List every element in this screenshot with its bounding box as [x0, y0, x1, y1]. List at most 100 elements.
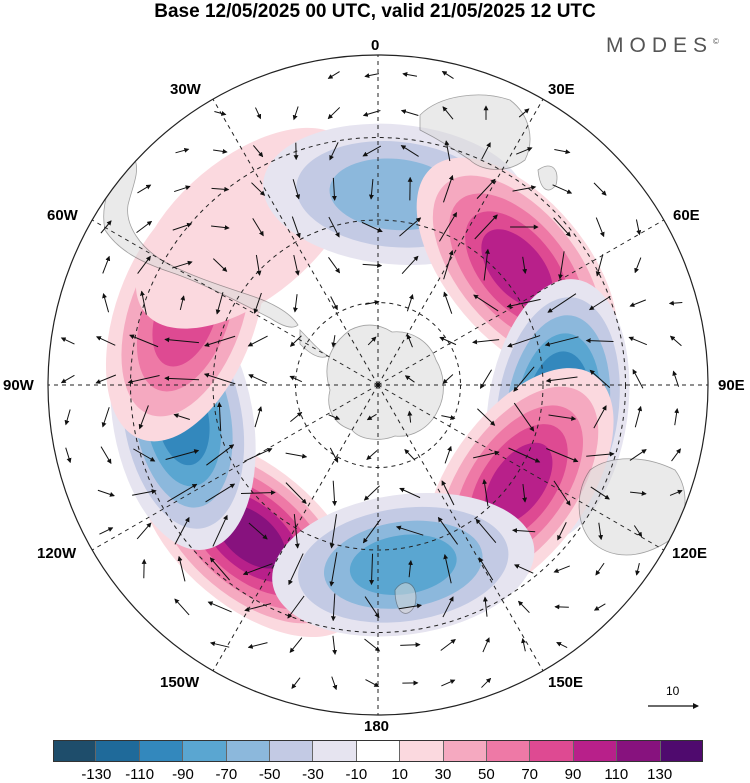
meridian-line [377, 384, 665, 551]
wind-vector [402, 72, 418, 77]
colorbar-swatch [139, 740, 184, 762]
wind-vector [138, 405, 149, 430]
wind-vector [439, 211, 457, 242]
negative-anomaly-contour [349, 534, 457, 595]
wind-vector [173, 413, 190, 420]
wind-vector [332, 480, 338, 507]
colorbar-tick-label: -50 [258, 766, 281, 783]
wind-vector [593, 405, 607, 429]
wind-vector [395, 525, 424, 536]
wind-vector [136, 522, 152, 540]
wind-vector [137, 255, 151, 274]
wind-vector [545, 376, 578, 383]
colorbar-tick-label: -110 [125, 766, 155, 783]
colorbar-swatch [96, 740, 140, 762]
landmasses [103, 94, 686, 614]
wind-vector [288, 553, 304, 586]
wind-vector [368, 179, 374, 200]
wind-vector [553, 217, 571, 237]
wind-vector [252, 145, 264, 158]
wind-vector [99, 527, 114, 535]
wind-vector [629, 449, 647, 461]
wind-vector [328, 414, 341, 420]
reference-vector-label: 10 [666, 684, 680, 698]
wind-vector [400, 145, 419, 157]
colorbar-swatch [53, 740, 97, 762]
wind-vector [101, 407, 110, 428]
wind-vector [253, 292, 262, 314]
colorbar-swatch [356, 740, 401, 762]
wind-vector [482, 479, 489, 507]
wind-vector [293, 254, 300, 276]
wind-vector [517, 600, 530, 614]
wind-vector [476, 178, 496, 199]
lon-label-30w: 30W [170, 81, 201, 98]
wind-vector [362, 262, 383, 268]
wind-vector [247, 642, 268, 649]
wind-vector [364, 73, 380, 79]
wind-vector [441, 70, 454, 79]
wind-vector [164, 337, 199, 344]
wind-vector [483, 248, 490, 281]
wind-vector [407, 559, 413, 578]
wind-vector [442, 106, 454, 120]
wind-vector [635, 562, 640, 576]
wind-vector [137, 184, 152, 194]
wind-vector [552, 184, 573, 194]
wind-vector [330, 296, 338, 311]
wind-vector [100, 220, 112, 234]
wind-vector [331, 177, 337, 201]
meridian-line [377, 384, 544, 672]
wind-vector [444, 445, 452, 464]
wind-vector [404, 449, 416, 461]
madagascar [537, 165, 558, 191]
colorbar-swatch [270, 740, 314, 762]
wind-vector [179, 295, 186, 311]
wind-vector [291, 216, 301, 239]
wind-vector [482, 637, 490, 653]
wind-vector [669, 489, 683, 496]
wind-vector [443, 249, 454, 280]
wind-vector [634, 257, 642, 274]
wind-vector [255, 254, 262, 276]
wind-vector [443, 553, 452, 584]
wind-vector [292, 179, 301, 200]
meridian-line [377, 219, 665, 386]
colorbar-swatch [487, 740, 531, 762]
wind-vector [440, 639, 456, 651]
wind-vector [406, 334, 413, 348]
lon-label-150e: 150E [548, 674, 584, 691]
wind-vector [251, 182, 266, 196]
wind-vector [209, 641, 230, 648]
south-america [103, 159, 299, 328]
wind-vector [472, 339, 500, 345]
colorbar-swatch [530, 740, 574, 762]
colorbar-tick-label: -30 [302, 766, 324, 783]
wind-vector [206, 444, 235, 466]
wind-vector [175, 147, 190, 154]
wind-vector [65, 447, 72, 464]
wind-vector [513, 366, 535, 392]
wind-vector [507, 335, 541, 348]
wind-vector [244, 448, 273, 462]
africa [419, 94, 531, 170]
wind-vector [513, 564, 534, 574]
wind-vector [548, 414, 577, 421]
colorbar-tick-label: -90 [172, 766, 194, 783]
wind-vector [285, 452, 308, 459]
wind-vector [547, 293, 577, 313]
wind-vector [252, 218, 264, 237]
colorbar-tick-label: 50 [477, 766, 495, 783]
wind-vector [214, 111, 227, 116]
wind-vector [95, 374, 117, 384]
wind-vector [522, 256, 528, 275]
wind-vector [441, 415, 456, 420]
antarctica [326, 324, 444, 440]
wind-vector [365, 300, 380, 305]
wind-vector [362, 145, 382, 157]
wind-vector [478, 557, 494, 581]
wind-vector [437, 516, 459, 545]
wind-vector [553, 565, 570, 573]
wind-vector [518, 108, 530, 118]
wind-vector [672, 370, 680, 387]
